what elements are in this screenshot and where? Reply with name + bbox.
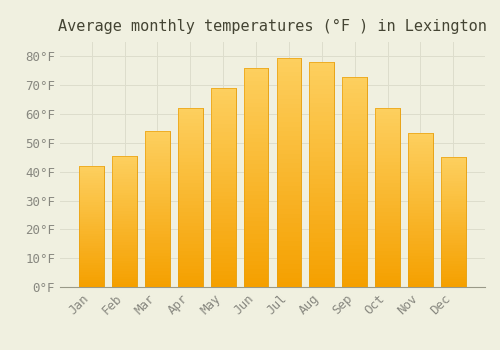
Bar [244,68,268,287]
Bar [408,133,433,287]
Bar [145,131,170,287]
Bar [342,77,367,287]
Bar [276,58,301,287]
Bar [80,166,104,287]
Bar [112,156,137,287]
Bar [310,62,334,287]
Bar [178,108,203,287]
Bar [441,157,466,287]
Bar [145,131,170,287]
Title: Average monthly temperatures (°F ) in Lexington: Average monthly temperatures (°F ) in Le… [58,19,487,34]
Bar [342,77,367,287]
Bar [244,68,268,287]
Bar [376,108,400,287]
Bar [441,157,466,287]
Bar [310,62,334,287]
Bar [112,156,137,287]
Bar [178,108,203,287]
Bar [276,58,301,287]
Bar [408,133,433,287]
Bar [211,88,236,287]
Bar [80,166,104,287]
Bar [211,88,236,287]
Bar [376,108,400,287]
